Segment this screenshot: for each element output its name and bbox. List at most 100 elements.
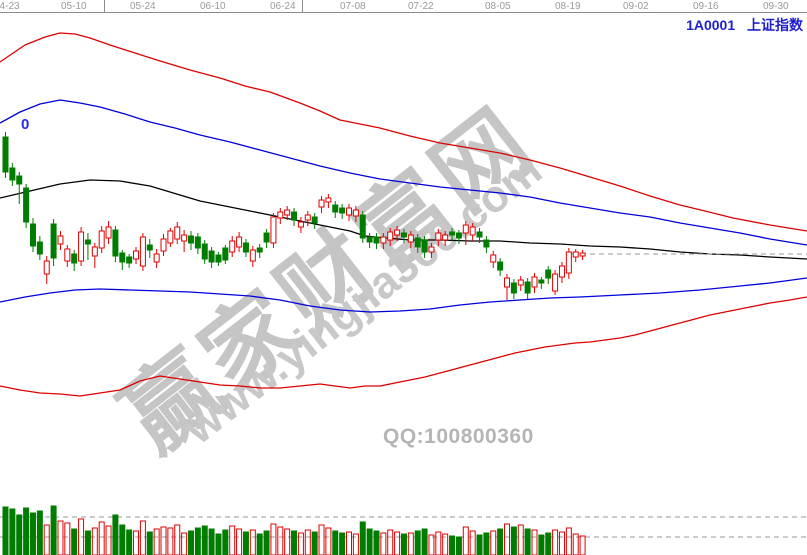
candle-body (91, 246, 98, 257)
candle-body (565, 251, 572, 274)
volume-bar (332, 530, 339, 555)
candle-body (263, 232, 270, 243)
date-label: 06-10 (200, 1, 226, 12)
volume-bar (428, 534, 435, 555)
candle-body (490, 254, 497, 263)
candle-body (572, 251, 579, 258)
volume-bar (29, 512, 36, 555)
volume-bar (318, 524, 325, 555)
volume-bar (538, 534, 545, 555)
candle-body (339, 207, 346, 214)
candle-body (449, 231, 456, 236)
volume-bar (373, 530, 380, 555)
volume-bar (291, 530, 298, 555)
volume-bar (524, 528, 531, 555)
lower-band-red (0, 296, 807, 397)
volume-bar (112, 514, 119, 555)
volume-bar (476, 534, 483, 555)
volume-bar (84, 530, 91, 555)
candle-body (284, 209, 291, 216)
candle-body (359, 214, 366, 239)
date-label: 04-23 (0, 1, 20, 12)
candle-body (270, 216, 277, 244)
volume-bar (545, 532, 552, 555)
candle-body (229, 240, 236, 253)
candle-body (9, 167, 16, 181)
candle-body (71, 253, 78, 264)
volume-bar (462, 526, 469, 555)
candle-body (201, 243, 208, 260)
volume-bar (552, 529, 559, 555)
volume-bar (222, 529, 229, 555)
date-label: 07-22 (408, 1, 434, 12)
volume-bar (201, 525, 208, 555)
volume-bar (194, 527, 201, 555)
candle-body (497, 261, 504, 271)
volume-bar (64, 522, 71, 555)
lower-mid-band-blue (0, 277, 807, 313)
candle-body (531, 276, 538, 288)
candle-body (325, 197, 332, 203)
date-label: 07-08 (340, 1, 366, 12)
candle-body (98, 230, 105, 249)
candle-body (194, 236, 201, 249)
volume-bar (167, 527, 174, 555)
volume-bar (565, 527, 572, 555)
upper-mid-band-blue (0, 99, 807, 246)
volume-bar (572, 533, 579, 555)
candle-body (504, 277, 511, 288)
candle-body (105, 226, 112, 239)
volume-bar (531, 529, 538, 555)
volume-bar (366, 528, 373, 555)
candle-body (23, 187, 30, 223)
volume-bar (352, 533, 359, 555)
candle-body (545, 269, 552, 279)
volume-bar (146, 531, 153, 555)
candle-body (187, 235, 194, 244)
volume-bar (270, 523, 277, 555)
volume-bar (311, 531, 318, 555)
watermark-qq-number: QQ:100800360 (383, 425, 534, 448)
volume-bar (2, 506, 9, 555)
volume-bar (517, 524, 524, 555)
candle-body (510, 282, 517, 294)
volume-bar (380, 532, 387, 555)
volume-bar (325, 527, 332, 555)
volume-bar (71, 528, 78, 555)
volume-bar (126, 529, 133, 555)
candle-body (119, 252, 126, 263)
date-label: 08-19 (555, 1, 581, 12)
volume-bar (187, 530, 194, 555)
volume-bar (394, 531, 401, 555)
candle-body (558, 265, 565, 278)
candle-body (256, 247, 263, 253)
volume-bar (277, 526, 284, 555)
candle-body (373, 236, 380, 244)
volume-bar (449, 535, 456, 555)
candle-body (311, 216, 318, 224)
candle-body (126, 256, 133, 264)
volume-bar (558, 531, 565, 555)
candle-body (160, 238, 167, 252)
volume-bar (497, 528, 504, 555)
volume-bar (263, 530, 270, 555)
volume-bar (284, 528, 291, 555)
candle-body (346, 207, 352, 216)
date-label: 05-10 (61, 1, 87, 12)
symbol-label: 1A0001 上证指数 (686, 17, 803, 33)
axis-tick (104, 0, 105, 12)
volume-bar (442, 533, 449, 555)
candle-body (394, 229, 401, 236)
volume-bar (579, 535, 586, 555)
volume-bar (339, 532, 346, 555)
volume-bar (407, 532, 414, 555)
volume-bar (346, 531, 352, 555)
candle-body (387, 231, 394, 241)
axis-tick (302, 0, 303, 12)
candle-body (414, 237, 421, 248)
volume-bar (490, 530, 497, 555)
volume-bar (91, 527, 98, 555)
candle-body (57, 235, 64, 245)
candle-body (146, 244, 153, 251)
candle-body (36, 241, 43, 255)
